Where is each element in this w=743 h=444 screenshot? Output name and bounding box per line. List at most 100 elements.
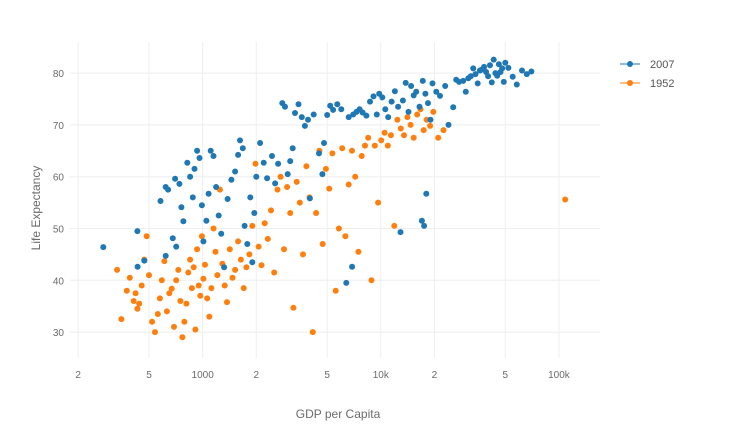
data-point bbox=[195, 282, 202, 289]
x-axis-title: GDP per Capita bbox=[296, 407, 381, 421]
x-tick-label: 1000 bbox=[192, 370, 215, 381]
grid-lines bbox=[70, 42, 600, 358]
data-point bbox=[156, 295, 163, 302]
data-point bbox=[339, 145, 346, 152]
data-point bbox=[257, 140, 264, 146]
data-point bbox=[194, 246, 201, 253]
data-point bbox=[385, 114, 392, 121]
data-point bbox=[214, 272, 221, 279]
data-point bbox=[249, 259, 256, 266]
data-point bbox=[509, 73, 516, 80]
data-point bbox=[505, 64, 512, 71]
data-point bbox=[173, 277, 180, 284]
data-point bbox=[215, 212, 222, 219]
data-point bbox=[407, 121, 414, 128]
data-point bbox=[382, 106, 389, 113]
legend-item-1952[interactable]: 1952 bbox=[620, 78, 674, 90]
data-point bbox=[126, 274, 133, 281]
data-point bbox=[309, 329, 316, 336]
data-point bbox=[427, 122, 434, 129]
data-point bbox=[418, 217, 425, 224]
data-point bbox=[118, 316, 125, 323]
data-point bbox=[194, 147, 201, 154]
data-point bbox=[404, 114, 411, 121]
data-point bbox=[295, 101, 302, 108]
data-point bbox=[177, 298, 184, 304]
data-point bbox=[204, 295, 211, 302]
data-point bbox=[261, 220, 268, 227]
data-point bbox=[260, 159, 267, 166]
data-point bbox=[136, 300, 143, 307]
data-point bbox=[349, 263, 356, 270]
data-point bbox=[342, 233, 349, 240]
data-point bbox=[371, 142, 378, 149]
data-point bbox=[384, 142, 391, 149]
data-point bbox=[232, 266, 239, 273]
data-point bbox=[200, 275, 207, 282]
data-point bbox=[391, 88, 398, 95]
legend-label: 1952 bbox=[650, 78, 674, 90]
data-point bbox=[523, 71, 530, 78]
data-point bbox=[224, 196, 231, 202]
data-point bbox=[433, 88, 440, 95]
data-point bbox=[221, 264, 228, 271]
data-point bbox=[343, 279, 350, 286]
data-point bbox=[114, 266, 121, 273]
data-point bbox=[221, 282, 228, 289]
data-point bbox=[425, 100, 431, 107]
data-point bbox=[365, 134, 372, 141]
data-point bbox=[413, 88, 420, 95]
data-point bbox=[324, 112, 331, 118]
data-point bbox=[179, 334, 186, 341]
x-tick-label: 2 bbox=[432, 370, 438, 381]
data-point bbox=[495, 61, 502, 68]
data-point bbox=[198, 233, 205, 240]
data-points bbox=[100, 56, 569, 341]
data-point bbox=[397, 125, 404, 132]
data-point bbox=[249, 222, 256, 229]
data-point bbox=[378, 137, 385, 144]
data-point bbox=[499, 65, 506, 72]
data-point bbox=[310, 111, 317, 118]
data-point bbox=[162, 184, 169, 190]
data-point bbox=[319, 241, 326, 247]
data-point bbox=[373, 111, 380, 118]
data-point bbox=[345, 114, 352, 121]
data-point bbox=[181, 318, 188, 325]
data-point bbox=[191, 165, 198, 172]
data-point bbox=[269, 153, 275, 159]
data-point bbox=[319, 171, 326, 178]
data-point bbox=[368, 277, 375, 284]
data-point bbox=[402, 79, 409, 86]
data-point bbox=[397, 229, 404, 236]
legend-item-2007[interactable]: 2007 bbox=[620, 59, 674, 71]
data-point bbox=[224, 299, 230, 306]
data-point bbox=[440, 127, 447, 134]
data-point bbox=[316, 150, 322, 157]
data-point bbox=[268, 207, 274, 214]
data-point bbox=[237, 137, 243, 144]
data-point bbox=[252, 160, 259, 167]
data-point bbox=[306, 195, 313, 202]
data-point bbox=[355, 248, 362, 255]
data-point bbox=[141, 257, 148, 264]
data-point bbox=[264, 175, 271, 182]
data-point bbox=[190, 264, 197, 271]
data-point bbox=[197, 292, 204, 299]
data-point bbox=[134, 228, 141, 235]
y-tick-label: 60 bbox=[53, 173, 65, 184]
data-point bbox=[243, 264, 250, 271]
data-point bbox=[519, 67, 525, 74]
data-point bbox=[171, 323, 177, 330]
data-point bbox=[408, 83, 415, 89]
data-point bbox=[253, 173, 260, 180]
data-point bbox=[435, 134, 442, 141]
series-1952 bbox=[114, 106, 569, 341]
data-point bbox=[232, 168, 239, 175]
data-point bbox=[414, 111, 421, 118]
data-point bbox=[134, 305, 141, 312]
data-point bbox=[301, 122, 308, 129]
data-point bbox=[381, 129, 388, 136]
data-point bbox=[187, 173, 194, 180]
